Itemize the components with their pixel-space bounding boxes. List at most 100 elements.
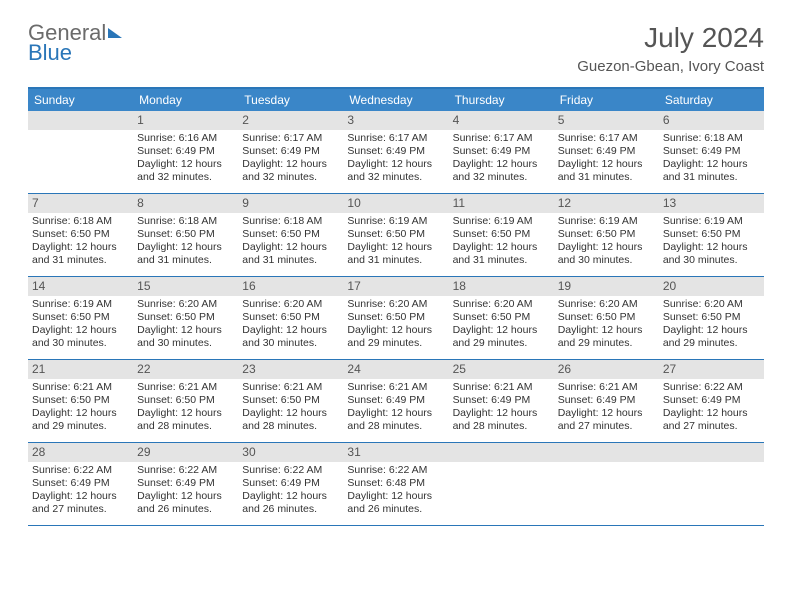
day-number: 28 [28,443,133,462]
day-number: 12 [554,194,659,213]
dow-friday: Friday [554,89,659,111]
day-cell: 11Sunrise: 6:19 AMSunset: 6:50 PMDayligh… [449,194,554,276]
sunrise-line: Sunrise: 6:22 AM [663,381,760,394]
sunrise-line: Sunrise: 6:21 AM [558,381,655,394]
day-cell: 30Sunrise: 6:22 AMSunset: 6:49 PMDayligh… [238,443,343,525]
sunset-line: Sunset: 6:50 PM [453,311,550,324]
day-cell: 4Sunrise: 6:17 AMSunset: 6:49 PMDaylight… [449,111,554,193]
daylight-line: Daylight: 12 hours and 29 minutes. [347,324,444,350]
daylight-line: Daylight: 12 hours and 31 minutes. [242,241,339,267]
sunset-line: Sunset: 6:50 PM [242,311,339,324]
daylight-line: Daylight: 12 hours and 31 minutes. [32,241,129,267]
sunset-line: Sunset: 6:49 PM [242,145,339,158]
sunset-line: Sunset: 6:49 PM [347,394,444,407]
daylight-line: Daylight: 12 hours and 32 minutes. [242,158,339,184]
dow-thursday: Thursday [449,89,554,111]
sunrise-line: Sunrise: 6:18 AM [663,132,760,145]
day-cell: 25Sunrise: 6:21 AMSunset: 6:49 PMDayligh… [449,360,554,442]
dow-wednesday: Wednesday [343,89,448,111]
daylight-line: Daylight: 12 hours and 31 minutes. [347,241,444,267]
day-number: 27 [659,360,764,379]
calendar: SundayMondayTuesdayWednesdayThursdayFrid… [28,87,764,526]
daylight-line: Daylight: 12 hours and 31 minutes. [137,241,234,267]
week-row: .1Sunrise: 6:16 AMSunset: 6:49 PMDayligh… [28,111,764,194]
day-cell: 17Sunrise: 6:20 AMSunset: 6:50 PMDayligh… [343,277,448,359]
day-cell: 24Sunrise: 6:21 AMSunset: 6:49 PMDayligh… [343,360,448,442]
sunset-line: Sunset: 6:49 PM [558,394,655,407]
dow-monday: Monday [133,89,238,111]
sunset-line: Sunset: 6:50 PM [558,311,655,324]
daylight-line: Daylight: 12 hours and 30 minutes. [242,324,339,350]
day-number: 29 [133,443,238,462]
sunset-line: Sunset: 6:50 PM [32,228,129,241]
daylight-line: Daylight: 12 hours and 29 minutes. [453,324,550,350]
day-cell: 19Sunrise: 6:20 AMSunset: 6:50 PMDayligh… [554,277,659,359]
sunrise-line: Sunrise: 6:21 AM [453,381,550,394]
sunrise-line: Sunrise: 6:22 AM [242,464,339,477]
sunrise-line: Sunrise: 6:17 AM [242,132,339,145]
sunset-line: Sunset: 6:50 PM [242,394,339,407]
sunrise-line: Sunrise: 6:20 AM [242,298,339,311]
day-number: 18 [449,277,554,296]
sunrise-line: Sunrise: 6:19 AM [32,298,129,311]
daylight-line: Daylight: 12 hours and 31 minutes. [558,158,655,184]
day-cell: 7Sunrise: 6:18 AMSunset: 6:50 PMDaylight… [28,194,133,276]
week-row: 28Sunrise: 6:22 AMSunset: 6:49 PMDayligh… [28,443,764,526]
day-cell: 18Sunrise: 6:20 AMSunset: 6:50 PMDayligh… [449,277,554,359]
day-number: 19 [554,277,659,296]
day-number: 6 [659,111,764,130]
sunrise-line: Sunrise: 6:20 AM [137,298,234,311]
sunset-line: Sunset: 6:50 PM [663,311,760,324]
sunset-line: Sunset: 6:50 PM [558,228,655,241]
sunset-line: Sunset: 6:49 PM [137,477,234,490]
day-cell: 1Sunrise: 6:16 AMSunset: 6:49 PMDaylight… [133,111,238,193]
daylight-line: Daylight: 12 hours and 32 minutes. [453,158,550,184]
sunrise-line: Sunrise: 6:21 AM [137,381,234,394]
sunset-line: Sunset: 6:49 PM [347,145,444,158]
day-cell: 26 Sunrise: 6:21 AMSunset: 6:49 PMDayligh… [554,360,659,442]
brand-part2: Blue [28,42,122,64]
day-number: 16 [238,277,343,296]
day-number: 1 [133,111,238,130]
day-number: 23 [238,360,343,379]
week-row: 7Sunrise: 6:18 AMSunset: 6:50 PMDaylight… [28,194,764,277]
day-number: 13 [659,194,764,213]
sunrise-line: Sunrise: 6:18 AM [32,215,129,228]
day-number: 10 [343,194,448,213]
sunset-line: Sunset: 6:49 PM [32,477,129,490]
day-number: 4 [449,111,554,130]
sunrise-line: Sunrise: 6:18 AM [137,215,234,228]
day-number: . [449,443,554,462]
brand-logo: GeneralBlue [28,22,122,64]
sunset-line: Sunset: 6:50 PM [347,311,444,324]
brand-triangle-icon [108,28,122,38]
daylight-line: Daylight: 12 hours and 27 minutes. [558,407,655,433]
day-cell: 16 Sunrise: 6:20 AMSunset: 6:50 PMDayligh… [238,277,343,359]
sunrise-line: Sunrise: 6:19 AM [663,215,760,228]
sunset-line: Sunset: 6:50 PM [347,228,444,241]
day-number: 24 [343,360,448,379]
day-cell: . [659,443,764,525]
day-number: 26 [554,360,659,379]
dow-saturday: Saturday [659,89,764,111]
day-number: 2 [238,111,343,130]
daylight-line: Daylight: 12 hours and 26 minutes. [242,490,339,516]
daylight-line: Daylight: 12 hours and 32 minutes. [137,158,234,184]
sunset-line: Sunset: 6:50 PM [453,228,550,241]
day-number: 22 [133,360,238,379]
sunrise-line: Sunrise: 6:21 AM [32,381,129,394]
sunset-line: Sunset: 6:49 PM [663,394,760,407]
day-number: 20 [659,277,764,296]
day-number: 3 [343,111,448,130]
daylight-line: Daylight: 12 hours and 30 minutes. [558,241,655,267]
sunrise-line: Sunrise: 6:17 AM [558,132,655,145]
day-number: . [659,443,764,462]
day-number: 15 [133,277,238,296]
sunrise-line: Sunrise: 6:17 AM [347,132,444,145]
day-cell: 27Sunrise: 6:22 AMSunset: 6:49 PMDayligh… [659,360,764,442]
day-cell: . [449,443,554,525]
location-label: Guezon-Gbean, Ivory Coast [577,58,764,75]
day-cell: 6Sunrise: 6:18 AMSunset: 6:49 PMDaylight… [659,111,764,193]
week-row: 21Sunrise: 6:21 AMSunset: 6:50 PMDayligh… [28,360,764,443]
sunrise-line: Sunrise: 6:22 AM [137,464,234,477]
